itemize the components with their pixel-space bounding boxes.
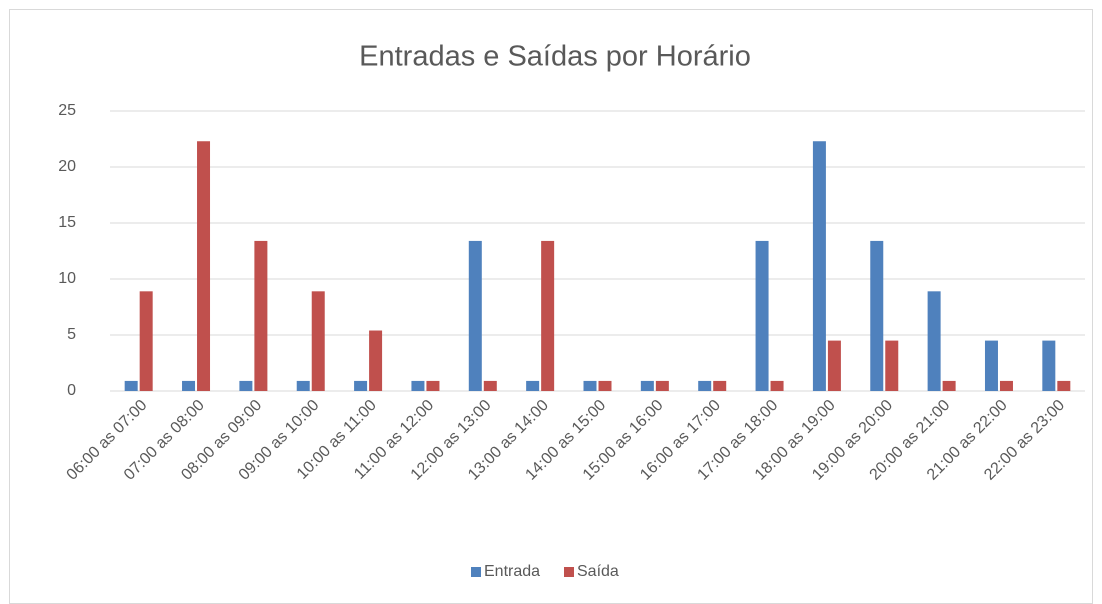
bar (1057, 380, 1071, 391)
bar (755, 240, 769, 391)
chart-title: Entradas e Saídas por Horário (359, 41, 751, 73)
bar (999, 380, 1013, 391)
bar (870, 240, 884, 391)
bar (640, 380, 654, 391)
bar (713, 380, 727, 391)
bar (182, 380, 196, 391)
bar (927, 291, 941, 391)
bar (369, 330, 383, 391)
bar (827, 340, 841, 391)
bar (354, 380, 368, 391)
bar (411, 380, 425, 391)
legend-label: Saída (577, 563, 619, 580)
y-tick-label: 10 (58, 270, 76, 287)
y-tick-label: 15 (58, 214, 76, 231)
bar (698, 380, 712, 391)
y-tick-label: 20 (58, 158, 76, 175)
bar (139, 291, 153, 391)
bar (541, 240, 555, 391)
bar (468, 240, 482, 391)
bar (984, 340, 998, 391)
bar (526, 380, 540, 391)
bar (296, 380, 310, 391)
bar (598, 380, 612, 391)
y-tick-label: 5 (67, 326, 76, 343)
bar (197, 141, 211, 391)
y-tick-label: 25 (58, 102, 76, 119)
bar (254, 240, 268, 391)
bar (311, 291, 325, 391)
bar (942, 380, 956, 391)
bar (812, 141, 826, 391)
bar (583, 380, 597, 391)
bar (655, 380, 669, 391)
bar (770, 380, 784, 391)
bar (1042, 340, 1056, 391)
bar (885, 340, 899, 391)
legend-swatch (564, 567, 574, 577)
bar (124, 380, 138, 391)
bar (426, 380, 440, 391)
bar (239, 380, 253, 391)
bar (483, 380, 497, 391)
legend-swatch (471, 567, 481, 577)
legend-label: Entrada (484, 563, 540, 580)
y-tick-label: 0 (67, 382, 76, 399)
